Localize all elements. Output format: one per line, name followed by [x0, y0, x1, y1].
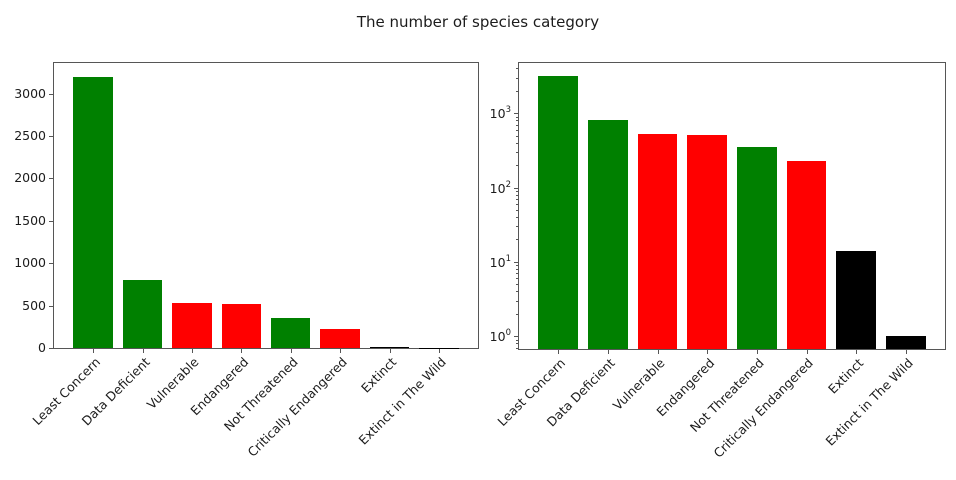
y-tick-label-10e2: 102 [489, 179, 511, 196]
bar-least-concern [538, 75, 579, 349]
x-axis-tick [290, 349, 292, 353]
y-axis-minor-tick [516, 284, 518, 286]
bar-data-deficient [122, 280, 163, 348]
bar-vulnerable [637, 133, 678, 349]
bar-least-concern [73, 76, 113, 348]
y-axis-minor-tick [516, 90, 518, 92]
y-axis-tick [49, 178, 53, 180]
y-axis-minor-tick [516, 265, 518, 267]
y-axis-minor-tick [516, 203, 518, 205]
bar-extinct [369, 346, 410, 348]
y-axis-minor-tick [516, 165, 518, 167]
y-axis-minor-tick [516, 217, 518, 218]
bar-not-threatened [270, 318, 311, 348]
x-tick-label-extinct-in-the-wild: Extinct in The Wild [822, 355, 916, 449]
y-axis-minor-tick [516, 226, 518, 228]
x-axis-tick [389, 349, 391, 353]
y-axis-minor-tick [516, 142, 518, 144]
x-axis-tick [93, 349, 94, 353]
y-axis-minor-tick [516, 199, 518, 200]
y-axis-minor-tick [516, 116, 518, 118]
y-axis-minor-tick [516, 291, 518, 293]
y-axis-minor-tick [516, 269, 518, 270]
x-axis-tick [707, 350, 709, 354]
y-axis-minor-tick [516, 129, 518, 131]
y-tick-label-1500: 1500 [14, 212, 46, 228]
bar-endangered [687, 134, 727, 349]
y-axis-minor-tick [516, 209, 518, 211]
y-axis-minor-tick [516, 239, 518, 241]
y-tick-label-10e0: 100 [489, 328, 511, 345]
chart-title: The number of species category [356, 13, 600, 31]
y-tick-label-10e1: 101 [489, 253, 511, 270]
x-tick-label-critically-endangered: Critically Endangered [711, 355, 817, 461]
x-axis-tick [905, 350, 907, 354]
y-tick-label-0: 0 [38, 340, 46, 355]
y-axis-minor-tick [516, 343, 518, 345]
x-axis-tick [856, 350, 858, 354]
log-scale-bar-chart: Least Concern Data Deficient Vulnerable End… [490, 62, 946, 461]
x-tick-label-critically-endangered: Critically Endangered [244, 354, 351, 460]
bar-endangered [221, 304, 261, 348]
x-tick-label-extinct-in-the-wild: Extinct in The Wild [355, 354, 449, 448]
x-axis-tick [191, 349, 193, 353]
y-tick-label-2000: 2000 [14, 170, 46, 186]
y-axis-minor-tick [516, 313, 518, 315]
y-axis-tick [49, 348, 53, 349]
x-axis-tick [439, 349, 440, 353]
x-axis-tick [806, 350, 808, 354]
y-axis-minor-tick [516, 190, 518, 192]
y-axis-minor-tick [516, 194, 518, 196]
bar-vulnerable [172, 303, 212, 348]
y-axis-tick [49, 93, 53, 95]
bar-critically-endangered [320, 328, 360, 348]
x-tick-label-extinct: Extinct [824, 355, 867, 397]
bar-not-threatened [737, 147, 777, 349]
x-axis-tick [340, 349, 342, 353]
y-axis-minor-tick [516, 77, 518, 79]
y-axis-minor-tick [516, 273, 518, 275]
bar-extinct-in-the-wild [885, 336, 926, 349]
y-axis-tick [49, 263, 53, 265]
y-axis-minor-tick [516, 300, 518, 302]
x-axis-tick [607, 350, 609, 354]
x-axis-tick [558, 350, 560, 354]
y-axis-minor-tick [516, 135, 518, 137]
y-axis-tick [514, 336, 518, 338]
y-tick-label-10e3: 103 [489, 105, 511, 122]
x-tick-label-extinct: Extinct [358, 354, 400, 396]
y-axis-minor-tick [516, 124, 518, 126]
x-axis-tick [756, 350, 758, 354]
y-axis-minor-tick [516, 152, 518, 153]
bar-data-deficient [588, 120, 628, 349]
y-axis-minor-tick [516, 120, 518, 122]
y-axis-tick [514, 261, 518, 263]
y-axis-minor-tick [516, 278, 518, 280]
x-axis-tick [142, 349, 144, 353]
y-axis-tick [514, 113, 518, 115]
bar-critically-endangered [786, 160, 827, 349]
y-axis-tick [49, 305, 53, 307]
y-axis-minor-tick [516, 339, 518, 341]
x-axis-tick [657, 350, 659, 354]
y-axis-minor-tick [516, 347, 518, 349]
linear-scale-bar-chart: Least Concern Data Deficient Vulnerable End… [14, 62, 479, 460]
bar-extinct [836, 250, 876, 349]
y-tick-label-3000: 3000 [14, 85, 46, 101]
y-tick-label-500: 500 [22, 297, 46, 313]
y-axis-tick [514, 187, 518, 189]
y-axis-tick [49, 220, 53, 222]
x-axis-tick [241, 349, 243, 353]
y-axis-minor-tick [516, 68, 518, 70]
y-tick-label-1000: 1000 [14, 255, 46, 271]
y-axis-tick [49, 135, 53, 137]
y-tick-label-2500: 2500 [14, 127, 46, 143]
